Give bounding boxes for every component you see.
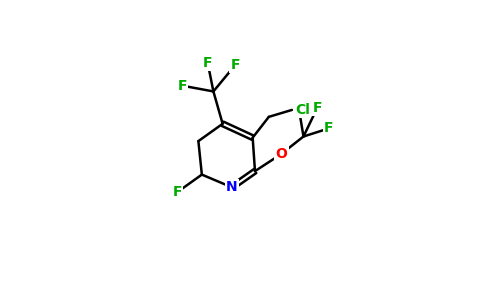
Text: F: F <box>324 122 333 135</box>
Text: F: F <box>203 56 212 70</box>
Text: F: F <box>313 100 322 115</box>
Text: N: N <box>226 180 238 194</box>
Text: F: F <box>173 185 182 199</box>
Text: F: F <box>294 102 303 116</box>
Text: F: F <box>230 58 240 72</box>
Text: O: O <box>275 147 287 161</box>
Text: F: F <box>178 79 187 93</box>
Text: Cl: Cl <box>295 103 310 117</box>
